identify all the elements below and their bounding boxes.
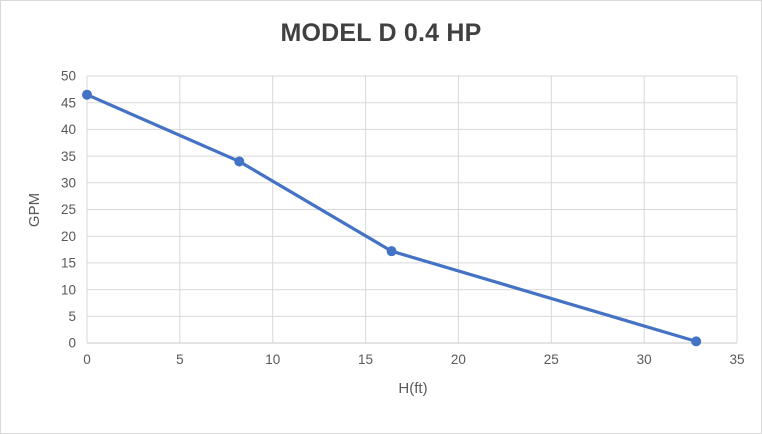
x-axis-title: H(ft) bbox=[398, 380, 427, 397]
y-axis-title: GPM bbox=[26, 193, 43, 227]
y-tick-label: 25 bbox=[61, 202, 76, 217]
x-tick-label: 30 bbox=[637, 352, 652, 367]
x-tick-label: 20 bbox=[451, 352, 466, 367]
data-series-line bbox=[85, 93, 698, 343]
y-tick-label: 20 bbox=[61, 229, 76, 244]
y-tick-label: 15 bbox=[61, 256, 76, 271]
x-tick-label: 10 bbox=[265, 352, 280, 367]
y-tick-label: 10 bbox=[61, 282, 76, 297]
x-tick-label: 5 bbox=[176, 352, 184, 367]
y-tick-label: 30 bbox=[61, 176, 76, 191]
y-tick-label: 45 bbox=[61, 95, 76, 110]
y-tick-label: 50 bbox=[61, 69, 76, 84]
y-tick-label: 5 bbox=[68, 309, 76, 324]
data-point-marker bbox=[234, 156, 245, 167]
x-tick-label: 0 bbox=[83, 352, 91, 367]
y-tick-label: 0 bbox=[68, 336, 76, 351]
data-point-marker bbox=[386, 246, 397, 257]
x-tick-label: 15 bbox=[358, 352, 373, 367]
x-tick-label: 35 bbox=[729, 352, 744, 367]
y-tick-label: 35 bbox=[61, 149, 76, 164]
data-point-marker bbox=[691, 336, 702, 347]
chart-title: MODEL D 0.4 HP bbox=[280, 19, 482, 47]
x-tick-label: 25 bbox=[544, 352, 559, 367]
data-point-marker bbox=[82, 89, 92, 100]
y-tick-label: 40 bbox=[61, 122, 76, 137]
gridlines bbox=[86, 75, 738, 344]
